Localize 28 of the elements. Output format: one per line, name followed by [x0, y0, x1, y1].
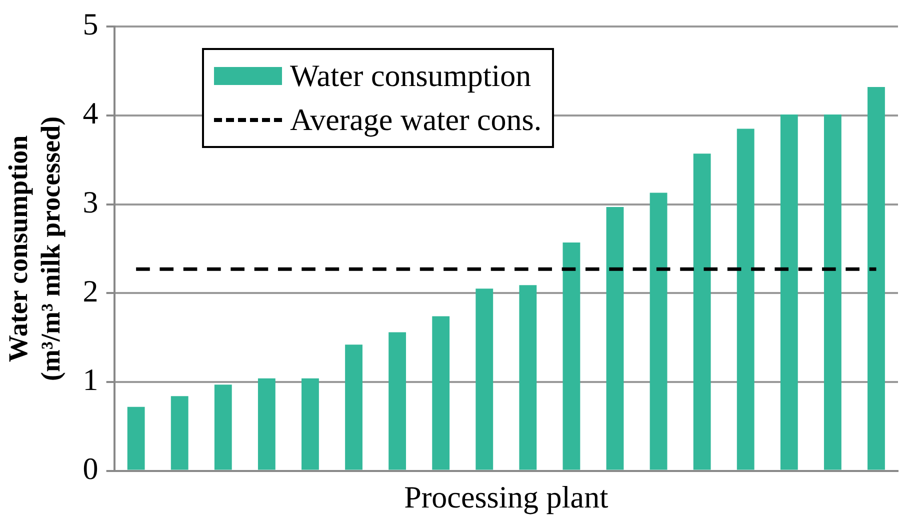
bar — [214, 384, 232, 470]
bar — [824, 114, 842, 470]
bar — [780, 114, 798, 470]
bar — [650, 192, 668, 470]
y-tick-label: 2 — [82, 273, 98, 308]
bar — [127, 406, 145, 470]
bar — [258, 378, 276, 470]
y-tick-label: 3 — [82, 184, 98, 220]
bar — [302, 378, 319, 470]
bar — [868, 87, 885, 470]
bar — [519, 285, 537, 470]
bar — [606, 206, 624, 470]
bar — [345, 344, 362, 470]
bar — [388, 332, 406, 470]
bar — [562, 242, 580, 470]
bar — [476, 288, 494, 470]
y-tick-label: 0 — [82, 450, 98, 486]
legend-label: Water consumption — [290, 57, 532, 95]
bar — [170, 396, 188, 470]
bar — [432, 316, 450, 470]
x-axis-title: Processing plant — [404, 480, 609, 515]
y-tick-label: 5 — [82, 6, 98, 42]
y-axis-title: Water consumption (m³/m³ milk processed) — [3, 116, 66, 382]
bar — [736, 128, 754, 470]
bar — [693, 154, 711, 470]
y-tick-label: 4 — [82, 96, 99, 131]
y-tick-label: 1 — [82, 362, 98, 398]
legend-label: Average water cons. — [290, 101, 542, 139]
